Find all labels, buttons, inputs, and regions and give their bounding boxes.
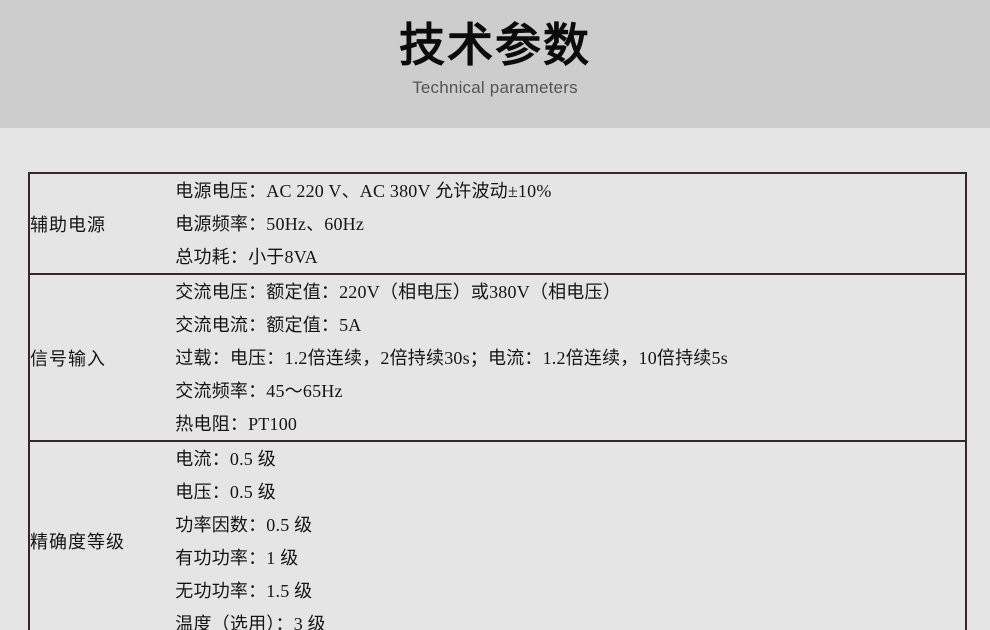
table-row: 无功功率：1.5 级 [29, 574, 966, 607]
table-group-label: 信号输入 [29, 274, 176, 442]
table-cell-text: 功率因数：0.5 级 [175, 514, 313, 535]
table-cell-text: 热电阻：PT100 [175, 413, 298, 434]
table-cell-text: 过载：电压：1.2倍连续，2倍持续30s；电流：1.2倍连续，10倍持续5s [175, 347, 728, 368]
table-cell-value: 电压：0.5 级 [175, 475, 966, 508]
table-cell-value: 温度（选用）：3 级 [175, 607, 966, 630]
table-group-label: 精确度等级 [29, 441, 176, 630]
table-cell-text: 总功耗：小于8VA [175, 246, 318, 267]
table-row: 交流电流：额定值：5A [29, 308, 966, 341]
table-cell-value: 总功耗：小于8VA [175, 240, 966, 275]
table-row: 信号输入 交流电压：额定值：220V（相电压）或380V（相电压） [29, 274, 966, 442]
table-cell-text: 电源频率：50Hz、60Hz [175, 213, 365, 234]
table-cell-value: 电流：0.5 级 [175, 441, 966, 475]
table-cell-text: 交流电压：额定值：220V（相电压）或380V（相电压） [175, 281, 621, 302]
table-row: 精确度等级 电流：0.5 级 [29, 441, 966, 630]
table-row: 总功耗：小于8VA [29, 240, 966, 275]
specifications-table: 辅助电源 电源电压：AC 220 V、AC 380V 允许波动±10% 电源频率：5… [28, 172, 967, 630]
table-row: 交流频率：45～65Hz [29, 374, 966, 407]
table-row: 温度（选用）：3 级 [29, 607, 966, 630]
table-cell-value: 电源频率：50Hz、60Hz [175, 207, 966, 240]
table-cell-value: 过载：电压：1.2倍连续，2倍持续30s；电流：1.2倍连续，10倍持续5s [175, 341, 966, 374]
table-cell-text: 电压：0.5 级 [175, 481, 276, 502]
page-subtitle: Technical parameters [412, 78, 578, 97]
table-cell-text: 有功功率：1 级 [175, 547, 299, 568]
table-cell-value: 交流频率：45～65Hz [175, 374, 966, 407]
specifications-table-body: 辅助电源 电源电压：AC 220 V、AC 380V 允许波动±10% 电源频率：5… [29, 173, 966, 630]
table-cell-value: 无功功率：1.5 级 [175, 574, 966, 607]
page-banner: 技术参数 Technical parameters [0, 0, 990, 128]
table-cell-text: 电流：0.5 级 [175, 448, 276, 469]
table-cell-value: 有功功率：1 级 [175, 541, 966, 574]
specifications-table-container: 辅助电源 电源电压：AC 220 V、AC 380V 允许波动±10% 电源频率：5… [28, 172, 967, 630]
table-row: 有功功率：1 级 [29, 541, 966, 574]
table-row: 过载：电压：1.2倍连续，2倍持续30s；电流：1.2倍连续，10倍持续5s [29, 341, 966, 374]
table-cell-value: 热电阻：PT100 [175, 407, 966, 442]
table-row: 电源频率：50Hz、60Hz [29, 207, 966, 240]
table-cell-value: 交流电流：额定值：5A [175, 308, 966, 341]
table-cell-text: 电源电压：AC 220 V、AC 380V 允许波动±10% [175, 180, 552, 201]
table-group-label: 辅助电源 [29, 173, 176, 275]
table-row: 功率因数：0.5 级 [29, 508, 966, 541]
table-cell-text: 温度（选用）：3 级 [175, 613, 326, 630]
table-cell-text: 交流频率：45～65Hz [175, 380, 343, 401]
table-row: 电压：0.5 级 [29, 475, 966, 508]
table-cell-value: 电源电压：AC 220 V、AC 380V 允许波动±10% [175, 173, 966, 207]
table-cell-value: 交流电压：额定值：220V（相电压）或380V（相电压） [175, 274, 966, 308]
table-cell-text: 无功功率：1.5 级 [175, 580, 313, 601]
table-cell-value: 功率因数：0.5 级 [175, 508, 966, 541]
page-title: 技术参数 [399, 19, 591, 71]
table-row: 辅助电源 电源电压：AC 220 V、AC 380V 允许波动±10% [29, 173, 966, 275]
table-cell-text: 交流电流：额定值：5A [175, 314, 362, 335]
table-row: 热电阻：PT100 [29, 407, 966, 442]
